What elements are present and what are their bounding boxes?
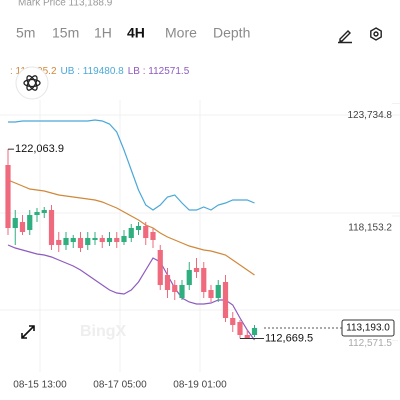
x-tick-label: 08-15 13:00 (13, 380, 67, 391)
candle-body (135, 226, 142, 230)
candle-body (92, 238, 98, 240)
tab[interactable]: 15m (52, 25, 79, 41)
candle-body (251, 328, 258, 335)
candle-body (193, 268, 200, 272)
candle-body (179, 285, 185, 299)
candle-body (106, 238, 113, 242)
legend-item: UB : 119480.8 (61, 66, 125, 77)
candle-body (208, 290, 214, 299)
tab[interactable]: 1H (94, 25, 112, 41)
candle-body (77, 238, 84, 249)
candle-body (222, 281, 229, 319)
candle-body (63, 238, 69, 245)
candle-body (114, 238, 120, 242)
candle-body (12, 218, 18, 229)
tab[interactable]: 4H (127, 25, 145, 41)
candle-body (215, 285, 221, 299)
current-price-box (341, 319, 395, 337)
tab[interactable]: Depth (213, 25, 250, 41)
candle-body (85, 238, 91, 245)
lb-marker-label: 112,571.5 (348, 338, 392, 349)
candle-body (201, 268, 207, 292)
candle-body (70, 238, 76, 242)
candle-body (56, 240, 62, 245)
candle-body (143, 226, 149, 239)
candle-body (19, 221, 26, 232)
tab[interactable]: 5m (16, 25, 35, 41)
plot: 123,734.8 118,153.2 08-15 13:00 08-17 05:00… (5, 102, 400, 391)
edit-icon[interactable] (338, 30, 352, 44)
candle-body (121, 236, 127, 242)
tab[interactable]: More (165, 25, 197, 41)
candle-body (172, 285, 178, 292)
settings-icon[interactable] (370, 27, 382, 41)
candle-body (157, 250, 163, 285)
expand-icon[interactable] (21, 325, 35, 339)
candle-body (230, 318, 236, 325)
band-line (8, 119, 255, 211)
candle-body (237, 321, 243, 335)
logo[interactable] (15, 66, 49, 100)
high-marker-label: 122,063.9 (15, 143, 64, 155)
candle-body (41, 210, 47, 214)
candle-body (27, 215, 33, 230)
band-line (7, 179, 255, 276)
band-line (7, 244, 255, 341)
candle-body (150, 231, 156, 240)
mark-price: Mark Price 113,188.9 (18, 0, 113, 9)
current-price-label: 113,193.0 (346, 323, 390, 334)
x-tick-label: 08-19 01:00 (173, 380, 227, 391)
y-tick-label: 123,734.8 (348, 110, 393, 121)
grid (0, 100, 400, 372)
legend-item: LB : 112571.5 (128, 66, 190, 77)
candle-body (99, 238, 105, 242)
candle-body (186, 270, 192, 285)
x-tick-label: 08-17 05:00 (93, 380, 147, 391)
candle-body (48, 210, 55, 245)
watermark: BingX (80, 323, 127, 340)
candle-body (34, 211, 40, 215)
candle-body (128, 228, 134, 239)
candle-body (244, 335, 250, 339)
timeframe-tabs: 5m 15m 1H 4H More Depth (16, 25, 250, 41)
candle-body (5, 165, 11, 229)
low-marker-label: 112,669.5 (265, 332, 313, 344)
candle-body (164, 275, 171, 290)
y-tick-label: 118,153.2 (348, 223, 392, 234)
